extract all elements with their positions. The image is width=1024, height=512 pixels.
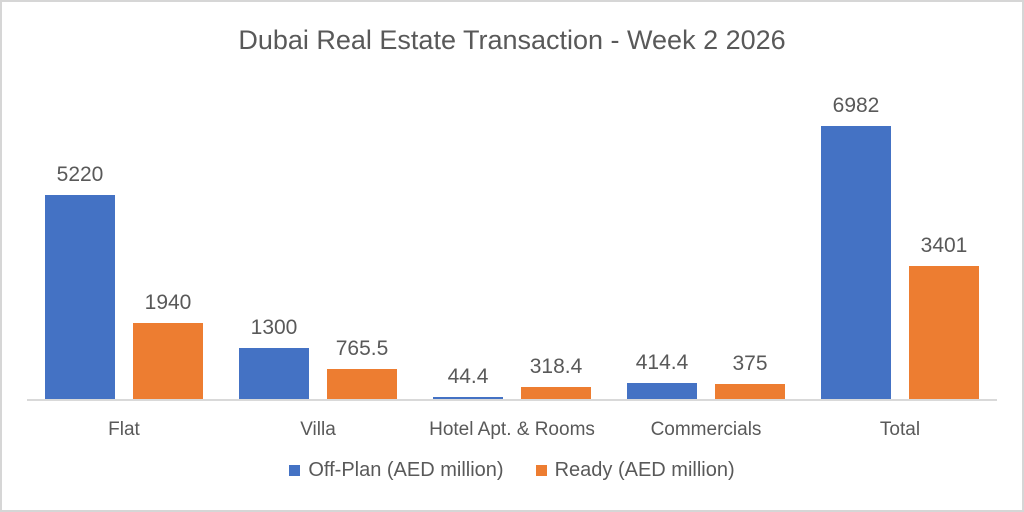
bar-off-plan-total <box>821 126 891 399</box>
data-label-ready-flat: 1940 <box>144 291 192 315</box>
bar-ready-flat <box>133 323 203 399</box>
bar-ready-total <box>909 266 979 399</box>
category-label-hotel-apt-rooms: Hotel Apt. & Rooms <box>429 419 595 440</box>
legend-marker-icon <box>535 465 547 476</box>
bar-off-plan-flat <box>45 194 115 399</box>
data-label-ready-total: 3401 <box>920 234 968 258</box>
data-label-ready-commercials: 375 <box>732 352 768 376</box>
data-label-off-plan-villa: 1300 <box>250 316 298 340</box>
category-label-villa: Villa <box>300 419 336 440</box>
x-axis-line <box>27 399 997 401</box>
bar-off-plan-villa <box>239 348 309 399</box>
data-label-off-plan-total: 6982 <box>832 94 880 117</box>
bar-ready-hotel-apt-rooms <box>521 386 591 399</box>
bar-ready-commercials <box>715 384 785 399</box>
data-label-ready-hotel-apt-rooms: 318.4 <box>529 354 583 378</box>
category-label-flat: Flat <box>108 419 140 440</box>
legend-label: Ready (AED million) <box>554 459 735 481</box>
data-label-ready-villa: 765.5 <box>335 337 389 361</box>
legend-item-off-plan: Off-Plan (AED million) <box>289 459 504 482</box>
data-label-off-plan-hotel-apt-rooms: 44.4 <box>447 365 489 388</box>
data-label-off-plan-flat: 5220 <box>56 162 104 186</box>
legend-item-ready: Ready (AED million) <box>535 459 735 482</box>
bar-off-plan-hotel-apt-rooms <box>433 397 503 399</box>
data-label-off-plan-commercials: 414.4 <box>635 350 689 374</box>
legend-label: Off-Plan (AED million) <box>308 459 504 481</box>
category-label-commercials: Commercials <box>650 419 762 440</box>
legend: Off-Plan (AED million) Ready (AED million… <box>2 459 1022 482</box>
bar-off-plan-commercials <box>627 382 697 399</box>
chart-title: Dubai Real Estate Transaction - Week 2 2… <box>238 25 786 55</box>
category-label-total: Total <box>879 419 921 440</box>
bar-ready-villa <box>327 369 397 399</box>
legend-marker-icon <box>289 465 301 476</box>
